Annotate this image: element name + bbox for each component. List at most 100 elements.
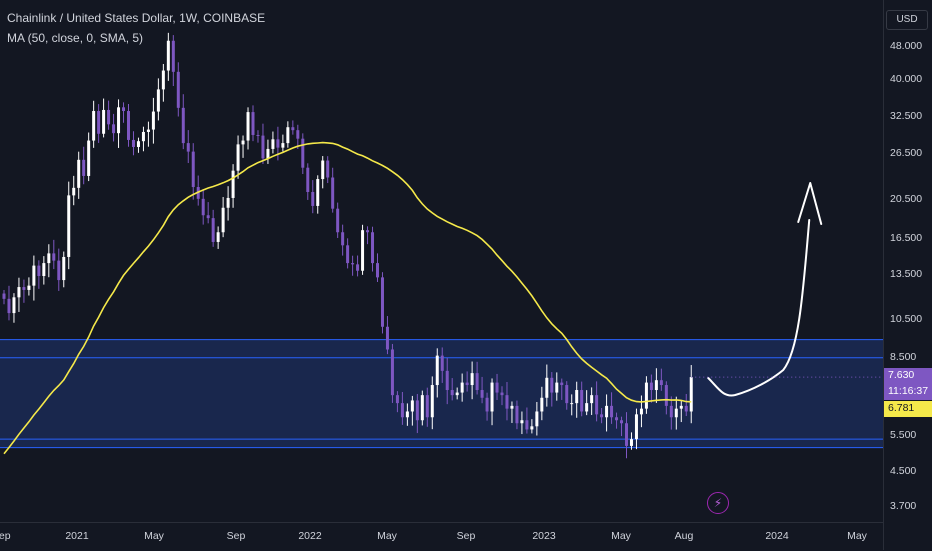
candle-body (211, 218, 215, 242)
time-tick-label: Sep (226, 530, 246, 542)
candle-body (405, 411, 409, 418)
price-tick-label: 8.500 (890, 350, 917, 363)
candle-body (600, 414, 604, 418)
candle-body (395, 395, 399, 404)
candle-body (87, 140, 91, 176)
candle-body (595, 395, 599, 415)
price-tick-label: 16.500 (890, 231, 923, 244)
candle-body (166, 40, 170, 71)
candle-body (141, 131, 145, 142)
candle-body (400, 403, 404, 418)
candle-body (639, 408, 643, 415)
candle-body (47, 253, 51, 264)
candle-body (684, 405, 688, 412)
candle-body (251, 112, 255, 135)
candle-body (460, 382, 464, 393)
price-tick-label: 32.500 (890, 109, 923, 122)
candle-body (625, 423, 628, 446)
candle-body (37, 265, 41, 277)
candle-body (669, 405, 673, 418)
price-tick-label: 3.700 (890, 500, 917, 512)
candle-body (122, 107, 126, 112)
candle-body (7, 298, 11, 314)
candle-body (500, 392, 504, 396)
price-tick-label: 20.500 (890, 192, 923, 205)
price-tick-label: 13.500 (890, 267, 923, 280)
lightning-icon[interactable]: ⚡ (707, 492, 729, 514)
candle-body (361, 230, 365, 271)
candle-body (689, 377, 693, 412)
candle-body (92, 111, 96, 141)
candle-body (575, 390, 579, 404)
time-tick-label: 2024 (765, 530, 789, 542)
price-axis[interactable]: 48.000 40.000 32.500 26.500 20.500 16.500 13.5… (883, 0, 932, 550)
candle-body (231, 170, 235, 198)
candle-body (311, 191, 315, 206)
current-price-tag: 7.630 (884, 368, 932, 384)
candle-body (27, 285, 31, 290)
candle-body (664, 385, 668, 406)
candle-body (465, 382, 469, 386)
time-axis[interactable]: Sep 2021 May Sep 2022 May Sep 2023 May Aug 2024 May (0, 522, 883, 551)
candle-body (221, 207, 225, 233)
candle-body (605, 405, 609, 418)
candle-body (490, 382, 494, 412)
candle-body (306, 167, 310, 192)
candle-body (22, 287, 26, 290)
candle-body (470, 373, 474, 386)
candle-body (371, 232, 375, 264)
candle-body (525, 420, 529, 430)
candle-body (271, 139, 275, 149)
candle-body (62, 256, 66, 281)
candle-body (291, 127, 295, 131)
candle-body (201, 198, 205, 216)
candle-body (276, 139, 280, 148)
candle-body (590, 395, 594, 404)
candle-body (127, 111, 130, 140)
candle-body (331, 177, 335, 209)
price-tick-label: 10.500 (890, 312, 923, 325)
candle-body (17, 287, 21, 298)
ma-line (3, 141, 692, 455)
candle-body (659, 380, 663, 386)
candle-body (286, 127, 290, 144)
candle-body (356, 264, 360, 271)
candle-body (475, 373, 479, 391)
time-tick-label: 2022 (298, 530, 322, 542)
time-tick-label: Sep (456, 530, 476, 542)
candle-body (161, 70, 165, 90)
candle-body (82, 159, 86, 176)
chart-area[interactable] (0, 0, 883, 522)
candle-body (136, 141, 140, 147)
price-tick-label: 4.500 (890, 464, 917, 477)
candle-body (321, 160, 325, 180)
candle-body (326, 160, 330, 178)
candle-body (97, 111, 101, 134)
chart-title: Chainlink / United States Dollar, 1W, CO… (7, 11, 266, 25)
candle-body (480, 390, 484, 398)
candle-body (32, 265, 36, 286)
candle-body (674, 408, 678, 418)
candle-body (176, 71, 180, 108)
indicator-legend[interactable]: MA (50, close, 0, SMA, 5) (7, 31, 144, 45)
candle-body (505, 395, 509, 409)
candle-body (376, 263, 379, 278)
candle-body (644, 382, 648, 409)
projection-path (707, 219, 811, 397)
candle-body (415, 400, 419, 421)
currency-label[interactable]: USD (886, 10, 928, 30)
candle-body (42, 263, 46, 277)
candle-body (112, 124, 116, 134)
candle-body (679, 405, 683, 409)
chart-plot[interactable] (0, 0, 883, 522)
candle-body (615, 417, 619, 421)
ma-value-tag: 6.781 (884, 401, 932, 417)
candle-body (341, 232, 345, 246)
candle-body (236, 144, 240, 171)
time-tick-label: May (611, 530, 631, 542)
candle-body (550, 377, 554, 393)
candle-body (186, 143, 190, 152)
candle-body (67, 195, 71, 257)
time-tick-label: May (377, 530, 397, 542)
candle-body (52, 253, 56, 261)
